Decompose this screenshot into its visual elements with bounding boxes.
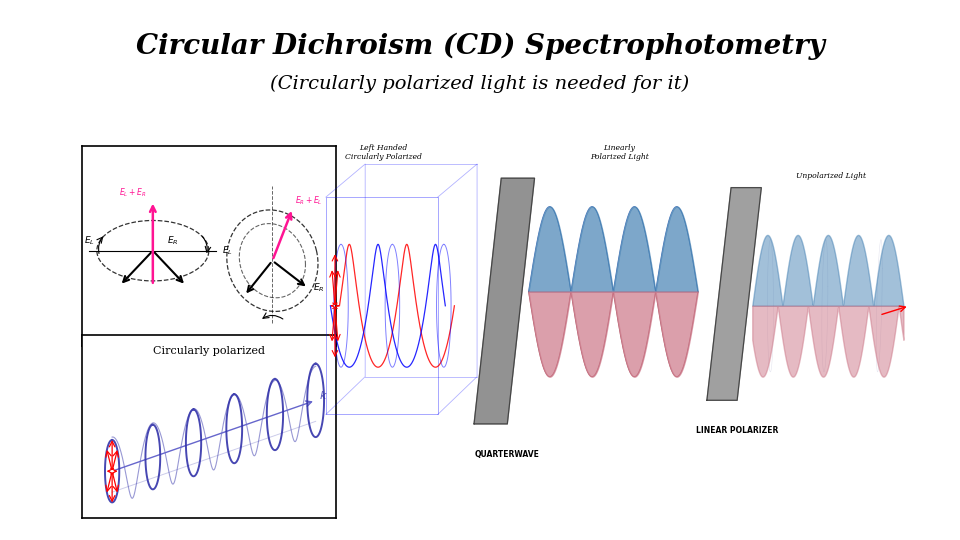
Text: $E_R$: $E_R$ bbox=[167, 234, 179, 247]
Text: Unpolarized Light: Unpolarized Light bbox=[796, 172, 866, 180]
Text: $E_R+E_L$: $E_R+E_L$ bbox=[296, 194, 323, 207]
Polygon shape bbox=[474, 178, 535, 424]
Text: k: k bbox=[320, 391, 326, 401]
Text: QUARTERWAVE: QUARTERWAVE bbox=[475, 450, 540, 459]
Text: $E_L+E_R$: $E_L+E_R$ bbox=[119, 187, 146, 199]
Text: (Circularly polarized light is needed for it): (Circularly polarized light is needed fo… bbox=[271, 75, 689, 93]
Text: Linearly
Polarized Light: Linearly Polarized Light bbox=[589, 144, 649, 161]
Text: Left Handed
Circularly Polarized: Left Handed Circularly Polarized bbox=[345, 144, 421, 161]
Text: Circularly polarized: Circularly polarized bbox=[153, 346, 265, 355]
Polygon shape bbox=[707, 187, 761, 400]
Text: LINEAR POLARIZER: LINEAR POLARIZER bbox=[696, 427, 779, 435]
Text: Circular Dichroism (CD) Spectrophotometry: Circular Dichroism (CD) Spectrophotometr… bbox=[135, 32, 825, 59]
Text: $E_L$: $E_L$ bbox=[84, 234, 95, 247]
Text: $E_L$: $E_L$ bbox=[222, 244, 232, 256]
Text: $E_R$: $E_R$ bbox=[313, 282, 324, 294]
